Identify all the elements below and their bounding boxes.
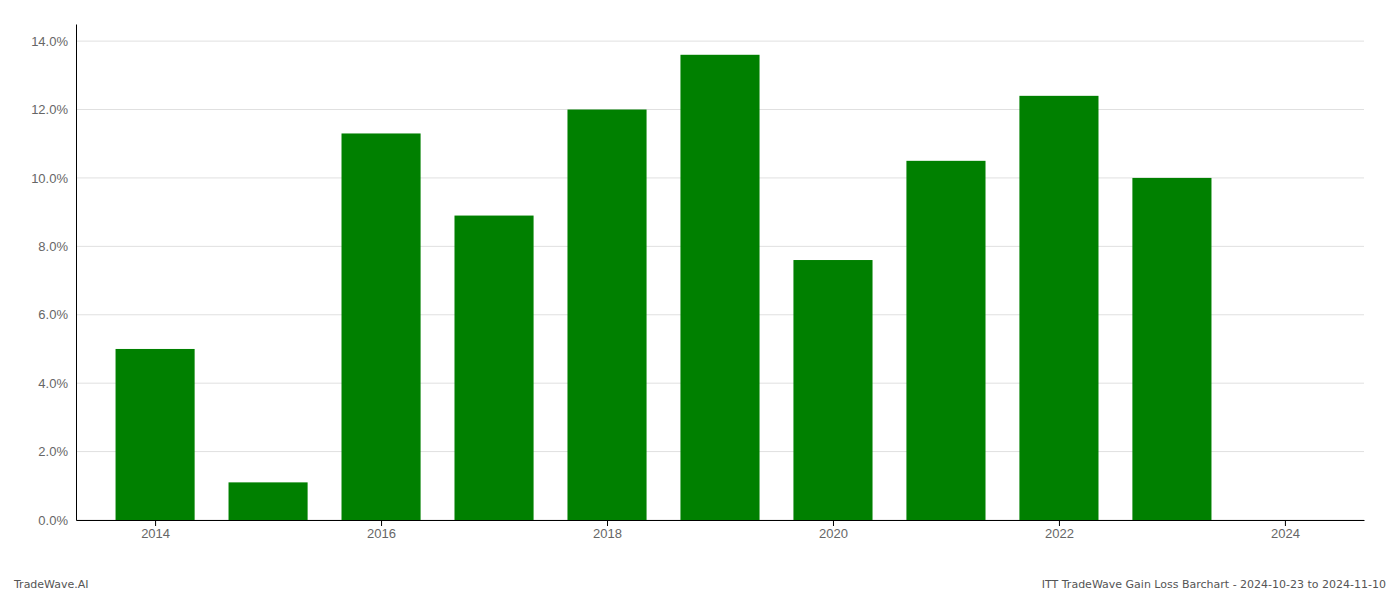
x-axis-line	[77, 520, 1365, 521]
bar	[229, 482, 308, 520]
x-tick-mark	[1285, 520, 1286, 526]
x-tick-mark	[155, 520, 156, 526]
x-tick-label: 2016	[367, 526, 396, 541]
x-tick-label: 2024	[1271, 526, 1300, 541]
y-tick: 12.0%	[31, 102, 76, 117]
x-tick: 2014	[141, 520, 170, 541]
bar	[1132, 178, 1211, 520]
bar	[342, 133, 421, 520]
x-tick: 2020	[819, 520, 848, 541]
footer-text: ITT TradeWave Gain Loss Barchart - 2024-…	[1042, 578, 1386, 591]
y-tick-label: 2.0%	[38, 444, 68, 459]
x-tick-mark	[607, 520, 608, 526]
x-tick-label: 2014	[141, 526, 170, 541]
y-tick-label: 8.0%	[38, 239, 68, 254]
y-tick-label: 4.0%	[38, 376, 68, 391]
y-tick-label: 12.0%	[31, 102, 68, 117]
y-tick: 6.0%	[38, 307, 76, 322]
y-tick-label: 0.0%	[38, 513, 68, 528]
bar	[680, 55, 759, 520]
bar	[906, 161, 985, 520]
footer: TradeWave.AI ITT TradeWave Gain Loss Barc…	[13, 578, 1386, 591]
x-tick-mark	[381, 520, 382, 526]
chart: 2014 2016 2018 2020 2022 2024 0.0% 2.0% 4.0% 6.0%…	[0, 0, 1400, 600]
x-axis: 2014 2016 2018 2020 2022 2024	[77, 520, 1365, 541]
bar	[454, 216, 533, 520]
y-axis-line	[76, 25, 77, 521]
x-tick: 2024	[1271, 520, 1300, 541]
x-tick-mark	[833, 520, 834, 526]
y-tick-label: 10.0%	[31, 171, 68, 186]
x-tick-label: 2022	[1045, 526, 1074, 541]
y-tick-label: 14.0%	[31, 34, 68, 49]
x-tick: 2022	[1045, 520, 1074, 541]
y-tick: 8.0%	[38, 239, 76, 254]
y-tick-label: 6.0%	[38, 307, 68, 322]
y-tick: 4.0%	[38, 376, 76, 391]
y-tick: 14.0%	[31, 34, 76, 49]
y-tick: 0.0%	[38, 513, 76, 528]
x-tick-mark	[1059, 520, 1060, 526]
x-tick-label: 2020	[819, 526, 848, 541]
y-axis: 0.0% 2.0% 4.0% 6.0% 8.0% 10.0% 12.0% 14.0%	[31, 25, 76, 528]
grid	[76, 41, 1364, 520]
bar	[1019, 96, 1098, 520]
bar	[116, 349, 195, 520]
y-tick: 10.0%	[31, 171, 76, 186]
plot-area	[116, 55, 1212, 520]
x-tick-label: 2018	[593, 526, 622, 541]
grid-line	[76, 41, 1364, 42]
bar	[793, 260, 872, 520]
x-tick: 2016	[367, 520, 396, 541]
footer-text: TradeWave.AI	[13, 578, 89, 591]
bar	[567, 110, 646, 520]
y-tick: 2.0%	[38, 444, 76, 459]
x-tick: 2018	[593, 520, 622, 541]
